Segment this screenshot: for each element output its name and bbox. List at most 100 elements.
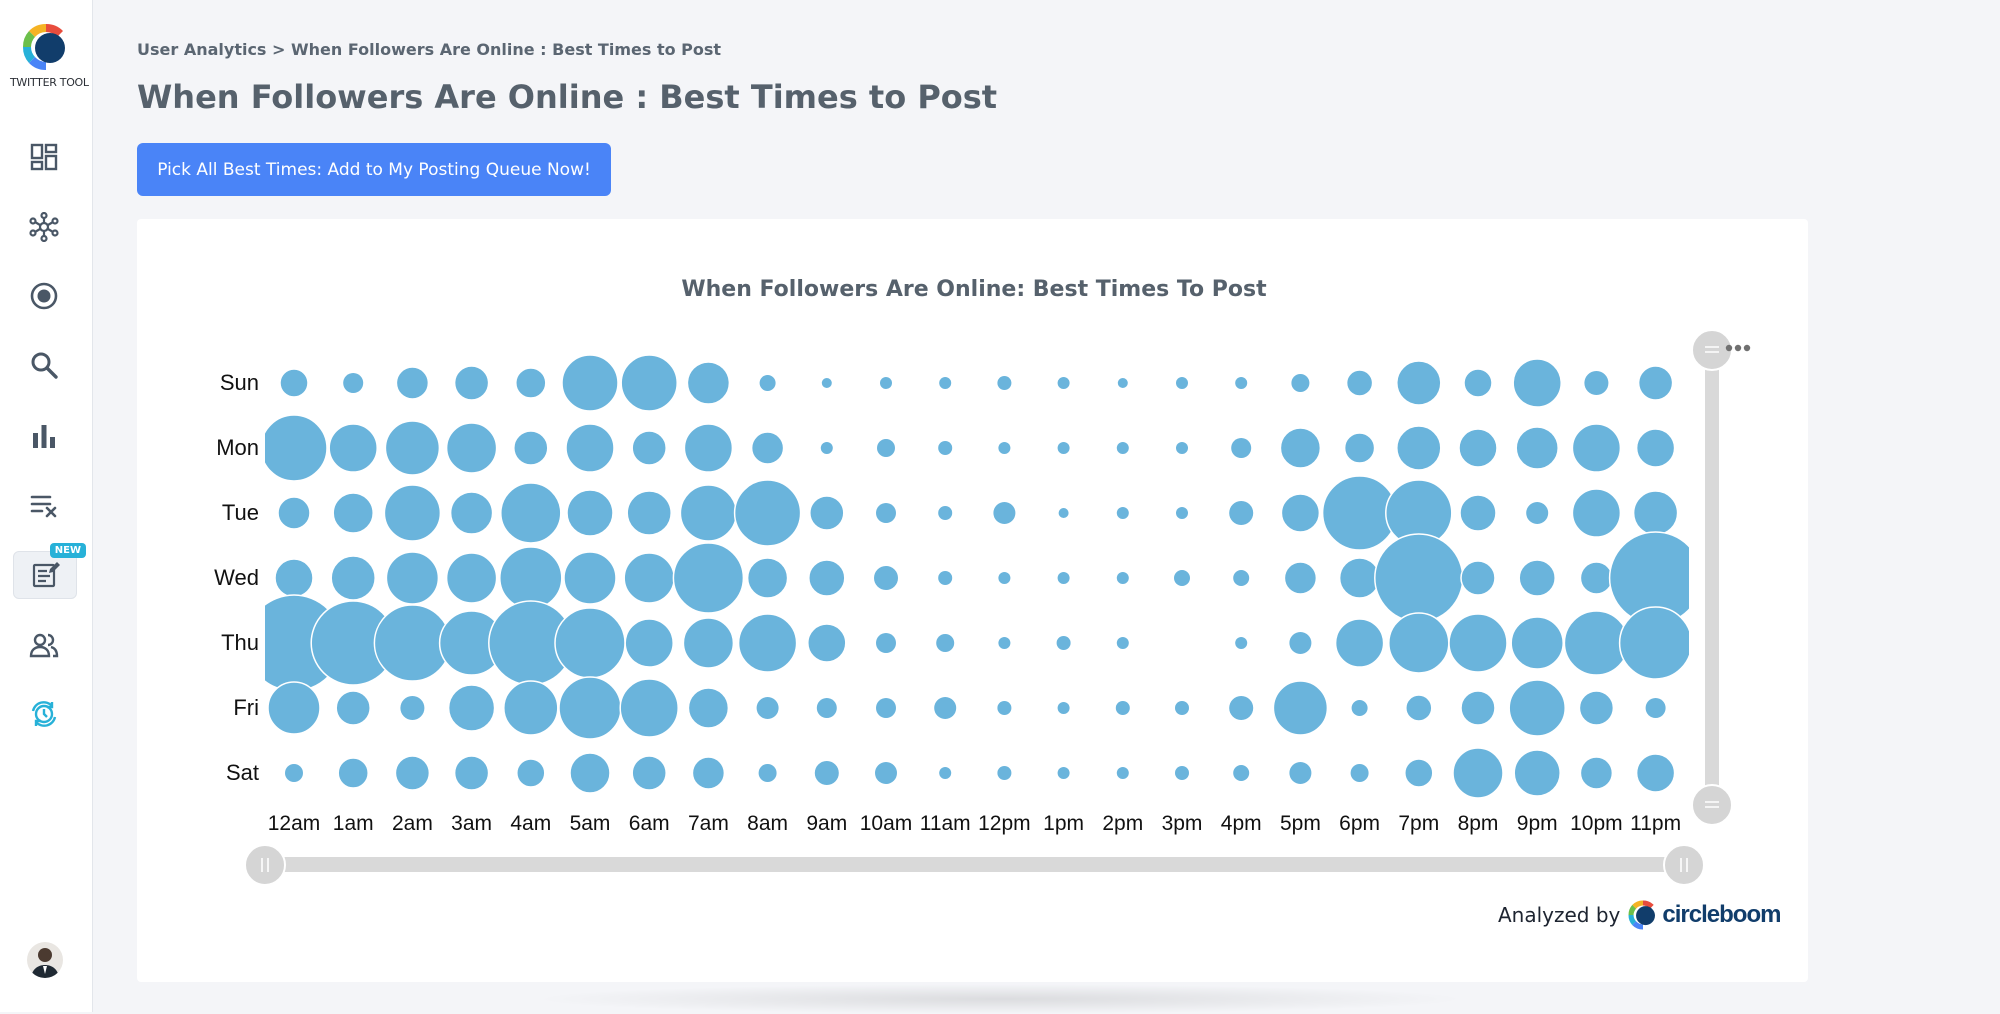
data-bubble[interactable] (1338, 557, 1381, 599)
data-bubble[interactable] (1057, 572, 1070, 584)
data-bubble[interactable] (880, 377, 892, 389)
data-bubble[interactable] (1279, 427, 1322, 469)
data-bubble[interactable] (1334, 618, 1385, 668)
data-bubble[interactable] (1388, 612, 1450, 674)
data-bubble[interactable] (1351, 700, 1368, 716)
data-bubble[interactable] (1512, 358, 1562, 408)
data-bubble[interactable] (1057, 377, 1070, 389)
data-bubble[interactable] (998, 442, 1011, 454)
data-bubble[interactable] (1231, 438, 1252, 458)
data-bubble[interactable] (1291, 374, 1310, 392)
data-bubble[interactable] (1058, 508, 1069, 518)
data-bubble[interactable] (1452, 747, 1504, 799)
data-bubble[interactable] (1458, 428, 1498, 468)
data-bubble[interactable] (877, 439, 895, 457)
data-bubble[interactable] (400, 696, 425, 720)
data-bubble[interactable] (453, 365, 490, 401)
data-bubble[interactable] (395, 366, 430, 400)
data-bubble[interactable] (1637, 365, 1674, 401)
data-bubble[interactable] (515, 367, 547, 399)
data-bubble[interactable] (1176, 507, 1188, 519)
avatar[interactable] (27, 942, 63, 978)
data-bubble[interactable] (1448, 613, 1508, 673)
data-bubble[interactable] (1515, 426, 1559, 470)
data-bubble[interactable] (1116, 572, 1129, 584)
vertical-scroll-handle-bottom[interactable] (1691, 784, 1733, 826)
sidebar-item-list-cleanup[interactable] (12, 481, 76, 529)
data-bubble[interactable] (1229, 696, 1254, 720)
data-bubble[interactable] (691, 756, 726, 790)
data-bubble[interactable] (750, 431, 785, 465)
data-bubble[interactable] (1579, 756, 1614, 790)
data-bubble[interactable] (686, 361, 731, 405)
data-bubble[interactable] (1396, 425, 1442, 471)
data-bubble[interactable] (499, 546, 563, 610)
data-bubble[interactable] (679, 484, 738, 542)
data-bubble[interactable] (449, 491, 494, 535)
data-bubble[interactable] (821, 378, 832, 388)
data-bubble[interactable] (1635, 753, 1676, 793)
data-bubble[interactable] (565, 423, 615, 473)
data-bubble[interactable] (809, 495, 845, 531)
data-bubble[interactable] (503, 680, 559, 736)
data-bubble[interactable] (1116, 637, 1129, 649)
data-bubble[interactable] (1579, 561, 1614, 595)
data-bubble[interactable] (1233, 765, 1250, 781)
chart-menu-icon[interactable] (1724, 342, 1752, 354)
data-bubble[interactable] (1057, 767, 1070, 779)
data-bubble[interactable] (445, 422, 498, 474)
data-bubble[interactable] (384, 420, 441, 476)
data-bubble[interactable] (1289, 762, 1312, 784)
data-bubble[interactable] (619, 678, 679, 738)
data-bubble[interactable] (1175, 701, 1189, 715)
data-bubble[interactable] (569, 752, 611, 794)
data-bubble[interactable] (1460, 690, 1496, 726)
data-bubble[interactable] (631, 430, 667, 466)
app-logo[interactable]: TWITTER TOOL (10, 20, 89, 89)
data-bubble[interactable] (1056, 636, 1071, 650)
data-bubble[interactable] (998, 637, 1011, 649)
data-bubble[interactable] (394, 755, 431, 791)
sidebar-item-search[interactable] (12, 341, 76, 389)
data-bubble[interactable] (875, 762, 897, 784)
data-bubble[interactable] (993, 502, 1016, 524)
data-bubble[interactable] (277, 496, 311, 530)
data-bubble[interactable] (1233, 570, 1250, 586)
data-bubble[interactable] (558, 676, 622, 740)
data-bubble[interactable] (1115, 701, 1130, 715)
data-bubble[interactable] (1280, 493, 1321, 533)
data-bubble[interactable] (1584, 371, 1609, 395)
data-bubble[interactable] (938, 441, 953, 455)
data-bubble[interactable] (267, 681, 321, 735)
data-bubble[interactable] (631, 755, 667, 791)
data-bubble[interactable] (343, 373, 364, 393)
data-bubble[interactable] (330, 555, 376, 601)
data-bubble[interactable] (998, 572, 1011, 584)
data-bubble[interactable] (1176, 377, 1188, 389)
data-bubble[interactable] (1289, 632, 1312, 654)
data-bubble[interactable] (808, 559, 846, 597)
data-bubble[interactable] (672, 542, 745, 614)
data-bubble[interactable] (279, 368, 309, 398)
data-bubble[interactable] (445, 552, 498, 604)
sidebar-item-network[interactable] (12, 203, 76, 251)
data-bubble[interactable] (1618, 606, 1692, 680)
data-bubble[interactable] (516, 758, 546, 788)
horizontal-scrollbar[interactable] (265, 857, 1689, 872)
data-bubble[interactable] (500, 482, 562, 544)
data-bubble[interactable] (746, 557, 789, 599)
data-bubble[interactable] (820, 442, 833, 454)
data-bubble[interactable] (1174, 570, 1190, 586)
data-bubble[interactable] (816, 698, 837, 718)
data-bubble[interactable] (383, 484, 442, 542)
data-bubble[interactable] (1510, 616, 1564, 670)
data-bubble[interactable] (1175, 766, 1189, 780)
data-bubble[interactable] (566, 489, 614, 537)
data-bubble[interactable] (554, 607, 626, 679)
data-bubble[interactable] (876, 633, 896, 653)
data-bubble[interactable] (687, 687, 730, 729)
data-bubble[interactable] (1272, 680, 1329, 736)
data-bubble[interactable] (938, 571, 953, 585)
sidebar-item-users[interactable] (12, 621, 76, 669)
data-bubble[interactable] (756, 697, 779, 719)
